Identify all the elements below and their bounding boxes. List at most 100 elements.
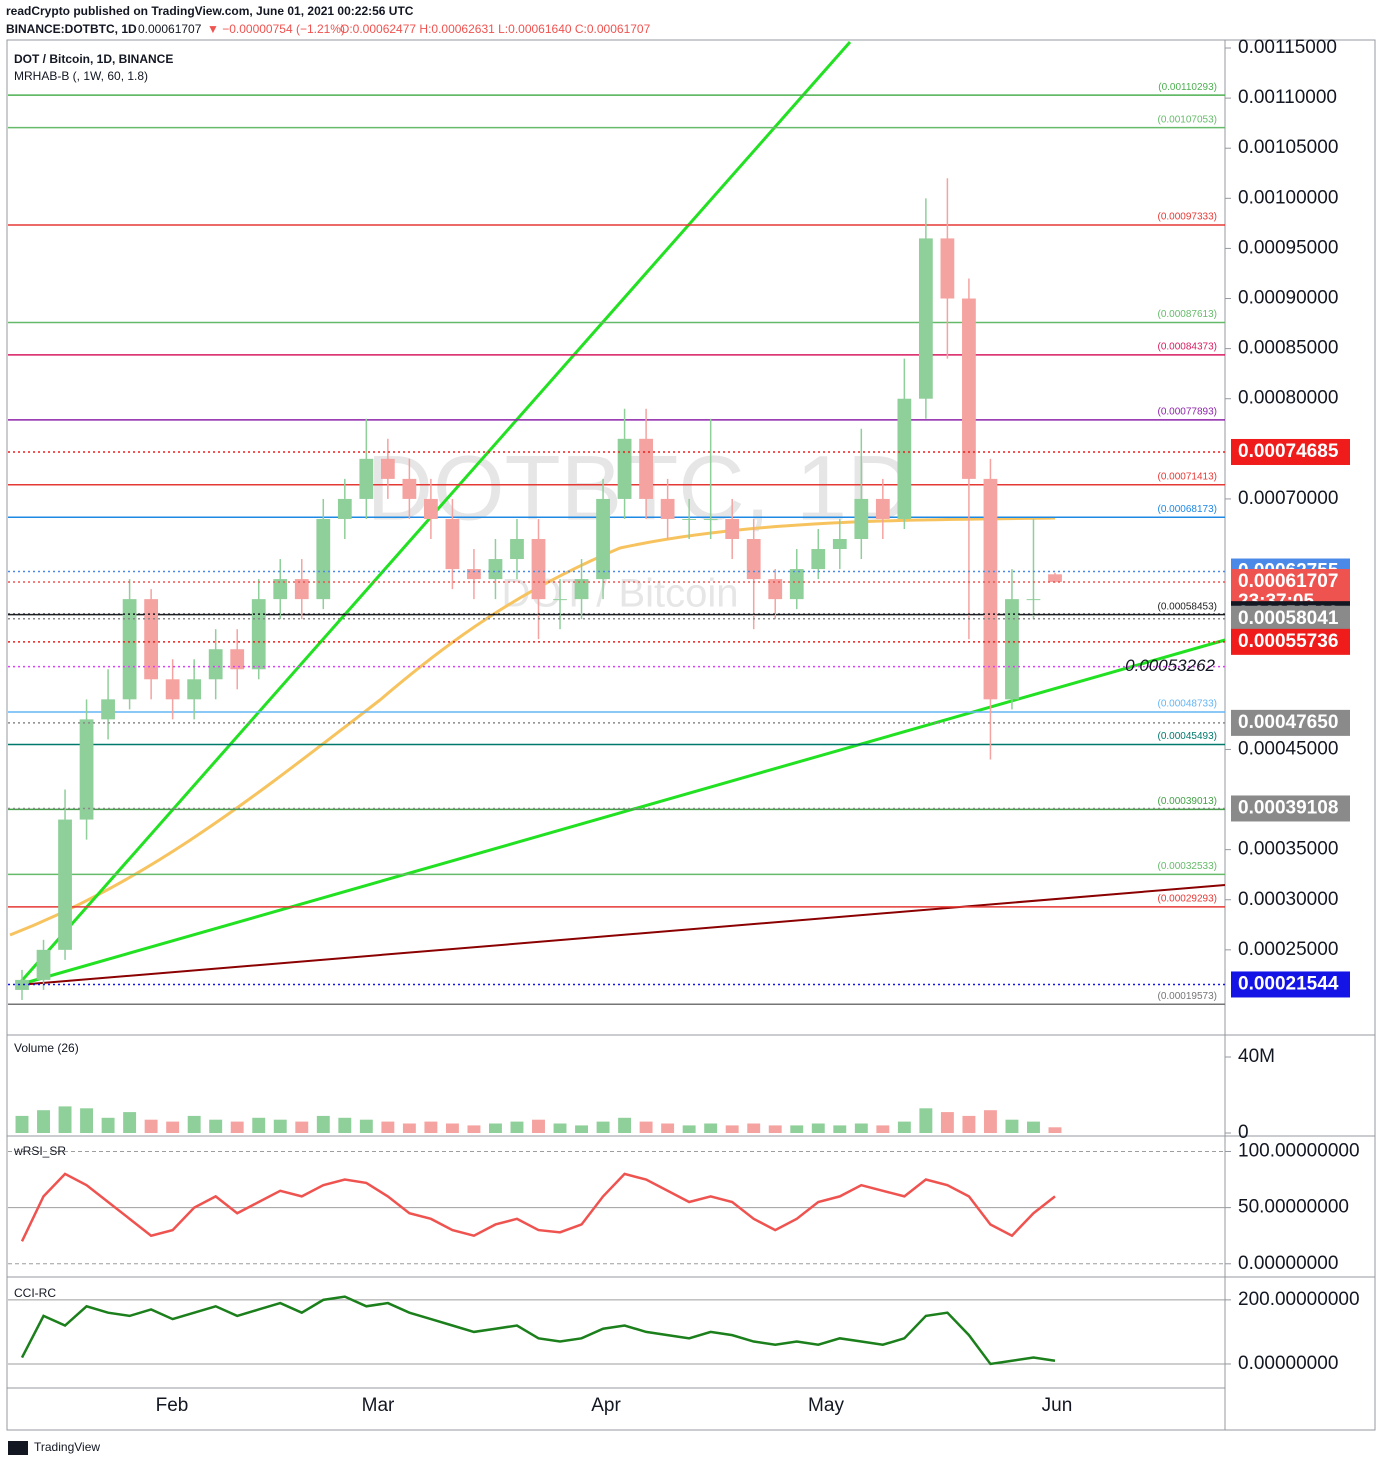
y-tick-label: 0.00030000 bbox=[1238, 889, 1338, 910]
indicator: MRHAB-B (, 1W, 60, 1.8) bbox=[14, 69, 148, 83]
level-label: (0.00058453) bbox=[1158, 601, 1218, 612]
volume-bar bbox=[983, 1110, 997, 1133]
candle-body bbox=[639, 438, 653, 499]
volume-bar bbox=[445, 1123, 459, 1133]
volume-bar bbox=[123, 1112, 137, 1133]
y-tick-label: 200.00000000 bbox=[1238, 1289, 1360, 1310]
candle-body bbox=[553, 599, 567, 601]
price-badge-label: 0.00074685 bbox=[1238, 441, 1339, 462]
volume-bar bbox=[897, 1121, 911, 1133]
level-label: (0.00045493) bbox=[1158, 731, 1218, 742]
candle-body bbox=[1026, 599, 1041, 601]
pair: DOT / Bitcoin, 1D, BINANCE bbox=[14, 52, 173, 66]
candle-body bbox=[897, 398, 912, 519]
moving-average bbox=[9, 516, 1056, 937]
candle-body bbox=[359, 458, 374, 499]
candle-body bbox=[660, 498, 675, 519]
volume-bar bbox=[37, 1110, 50, 1133]
volume-bar bbox=[553, 1123, 567, 1133]
candle-body bbox=[208, 649, 223, 680]
volume-bar bbox=[811, 1123, 825, 1133]
volume-bar bbox=[704, 1123, 718, 1133]
y-tick-label: 0.00090000 bbox=[1238, 288, 1338, 309]
candle-body bbox=[875, 498, 890, 519]
logo bbox=[8, 1441, 28, 1455]
volume-bar bbox=[940, 1112, 954, 1133]
candle-body bbox=[811, 549, 826, 570]
volume-bar bbox=[682, 1125, 696, 1133]
price-badge-label: 0.00058041 bbox=[1238, 608, 1339, 629]
volume-bar bbox=[381, 1121, 395, 1133]
volume-bar bbox=[876, 1125, 890, 1133]
y-tick-label: 0.00100000 bbox=[1238, 187, 1338, 208]
y-tick-label: 0.00000000 bbox=[1238, 1353, 1338, 1374]
candle-body bbox=[294, 579, 309, 600]
y-tick-label: 0.00095000 bbox=[1238, 237, 1338, 258]
y-tick-label: 100.00000000 bbox=[1238, 1140, 1360, 1161]
level-label: (0.00077893) bbox=[1158, 406, 1218, 417]
volume-bar bbox=[1027, 1121, 1040, 1133]
candle-body bbox=[144, 599, 159, 680]
candle-body bbox=[79, 719, 94, 820]
candle-body bbox=[789, 569, 804, 600]
frame bbox=[6, 39, 1376, 1431]
candle-body bbox=[165, 679, 180, 700]
volume-bar bbox=[338, 1117, 352, 1133]
level-label: (0.00068173) bbox=[1158, 504, 1218, 515]
candle-body bbox=[488, 559, 503, 580]
volume-bar bbox=[295, 1121, 309, 1133]
candle-body bbox=[445, 518, 460, 570]
y-tick-label: 0.00085000 bbox=[1238, 338, 1338, 359]
price-badge bbox=[1231, 605, 1350, 632]
volume-bar bbox=[101, 1117, 115, 1133]
level-label: (0.00107053) bbox=[1158, 114, 1218, 125]
y-tick-label: 0.00115000 bbox=[1238, 37, 1337, 58]
level-label: (0.00029293) bbox=[1158, 893, 1218, 904]
y-tick-label: 0.00110000 bbox=[1238, 87, 1337, 108]
candle-body bbox=[187, 679, 202, 700]
y-tick-label: 40M bbox=[1238, 1046, 1275, 1067]
candle-body bbox=[682, 518, 697, 520]
volume-bar bbox=[790, 1125, 804, 1133]
pane-title: Volume (26) bbox=[14, 1041, 79, 1055]
volume-bar bbox=[919, 1108, 933, 1133]
candle-body bbox=[1048, 574, 1062, 583]
level-label: (0.00019573) bbox=[1158, 991, 1218, 1002]
level-label: (0.00071413) bbox=[1158, 471, 1218, 482]
volume-bar bbox=[532, 1119, 545, 1133]
indicator-line bbox=[20, 1295, 1056, 1366]
candle-body bbox=[918, 238, 933, 399]
candle-body bbox=[703, 518, 718, 520]
pane-title: wRSI_SR bbox=[13, 1144, 66, 1158]
symbol: BINANCE:DOTBTC, 1D bbox=[6, 22, 137, 36]
candle-body bbox=[467, 569, 481, 580]
candle-body bbox=[402, 478, 417, 499]
candle-body bbox=[768, 579, 783, 600]
x-tick-label: Apr bbox=[591, 1395, 621, 1416]
footer: TradingView bbox=[34, 1440, 100, 1454]
price-badge bbox=[1231, 795, 1350, 822]
x-tick-label: May bbox=[808, 1395, 844, 1416]
candle-body bbox=[230, 649, 245, 670]
level-label: (0.00032533) bbox=[1158, 861, 1218, 872]
volume-bar bbox=[747, 1123, 761, 1133]
y-tick-label: 0.00105000 bbox=[1238, 137, 1338, 158]
x-tick-label: Mar bbox=[362, 1395, 395, 1416]
price-badge bbox=[1231, 709, 1350, 736]
candle-body bbox=[940, 238, 955, 299]
level-label: (0.00039013) bbox=[1158, 796, 1218, 807]
volume-bar bbox=[187, 1115, 201, 1133]
candle-body bbox=[58, 819, 72, 950]
pane-title: CCI-RC bbox=[14, 1286, 56, 1300]
y-tick-label: 0.00035000 bbox=[1238, 839, 1338, 860]
volume-bar bbox=[1005, 1119, 1019, 1133]
y-tick-label: 0.00045000 bbox=[1238, 738, 1338, 759]
indicator-line bbox=[20, 1172, 1056, 1242]
y-tick-label: 50.00000000 bbox=[1238, 1197, 1349, 1218]
volume-bar bbox=[639, 1121, 653, 1133]
volume-bar bbox=[80, 1108, 94, 1133]
volume-bar bbox=[510, 1121, 524, 1133]
price-badge-label: 0.00039108 bbox=[1238, 797, 1338, 818]
price-badge-label: 0.00021544 bbox=[1238, 973, 1339, 994]
